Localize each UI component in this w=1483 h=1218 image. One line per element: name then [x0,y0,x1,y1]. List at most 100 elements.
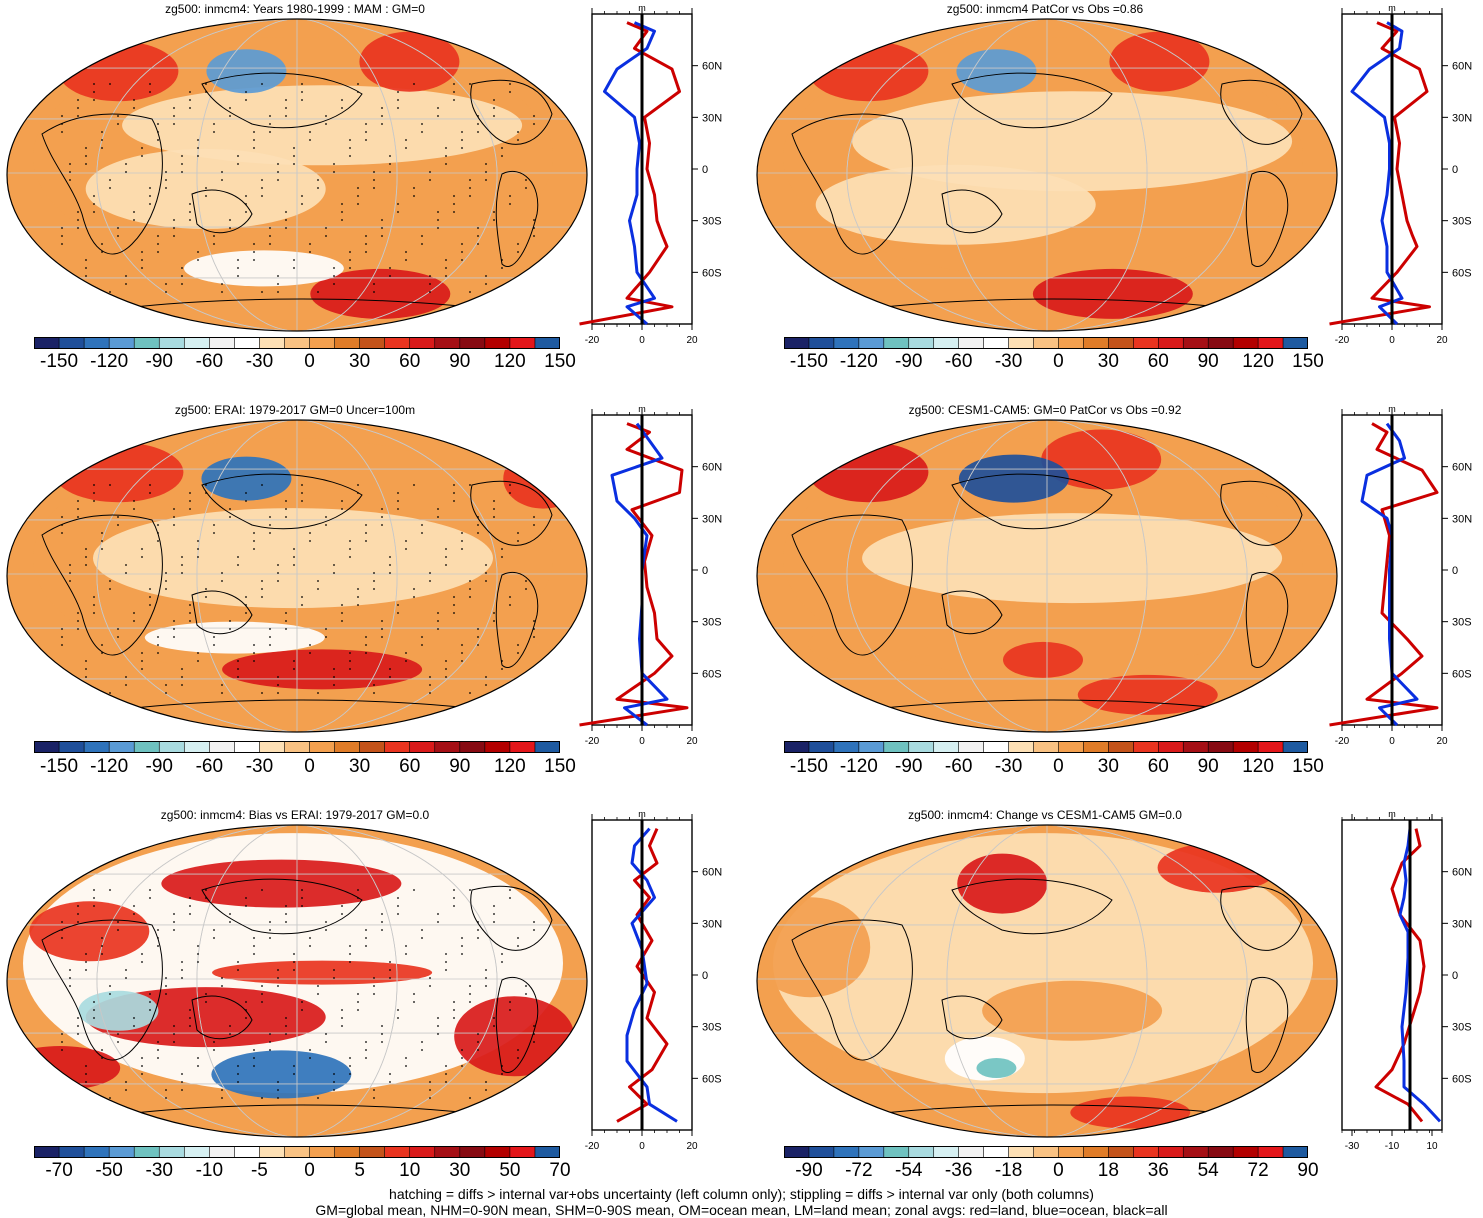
stipple-dot [381,123,383,125]
stipple-dot [485,1089,487,1091]
anomaly-region [808,442,928,502]
stipple-dot [301,99,303,101]
stipple-dot [429,291,431,293]
profile-x-tick-label: 0 [639,736,645,747]
stipple-dot [85,676,87,678]
stipple-dot [157,636,159,638]
stipple-dot [493,99,495,101]
stipple-dot [277,1081,279,1083]
stipple-dot [221,977,223,979]
profile-x-tick-label: -20 [585,1141,600,1152]
stipple-dot [357,492,359,494]
stipple-dot [181,1081,183,1083]
stipple-dot [461,937,463,939]
stipple-dot [157,644,159,646]
stipple-dot [125,572,127,574]
stipple-dot [285,620,287,622]
stipple-dot [221,1097,223,1099]
stipple-dot [157,1041,159,1043]
stipple-dot [333,275,335,277]
profile-x-tick-label: -20 [585,335,600,346]
stipple-dot [237,676,239,678]
stipple-dot [381,1033,383,1035]
colorbar-swatch [159,741,184,753]
colorbar-swatch [959,337,984,349]
stipple-dot [245,1001,247,1003]
stipple-dot [485,283,487,285]
profile-lat-label: 30N [702,112,722,124]
stipple-dot [413,83,415,85]
colorbar-swatch [1083,1146,1108,1158]
stipple-dot [181,283,183,285]
stipple-dot [173,227,175,229]
stipple-dot [373,993,375,995]
stipple-dot [205,897,207,899]
colorbar-swatch [460,1146,485,1158]
stipple-dot [357,203,359,205]
colorbar-tick-label: -60 [945,756,972,778]
stipple-dot [165,291,167,293]
stipple-dot [285,516,287,518]
stipple-dot [229,115,231,117]
stipple-dot [117,636,119,638]
stipple-dot [237,155,239,157]
profile-x-tick-label: -10 [1385,1141,1400,1152]
stipple-dot [141,1065,143,1067]
stipple-dot [501,961,503,963]
colorbar-tick-label: 150 [1292,756,1324,778]
colorbar-swatch [360,1146,385,1158]
stipple-dot [397,508,399,510]
stipple-dot [85,564,87,566]
stipple-dot [85,961,87,963]
colorbar-swatch [1183,1146,1208,1158]
stipple-dot [453,83,455,85]
colorbar-tick-label: -120 [90,756,128,778]
stipple-dot [349,660,351,662]
stipple-dot [437,628,439,630]
colorbar-swatch [984,1146,1009,1158]
profile-lat-label: 30N [1452,513,1472,525]
stipple-dot [485,275,487,277]
colorbar-swatch [959,741,984,753]
stipple-dot [301,596,303,598]
stipple-dot [469,692,471,694]
stipple-dot [509,889,511,891]
stipple-dot [173,628,175,630]
stipple-dot [373,692,375,694]
stipple-dot [109,985,111,987]
stipple-dot [437,612,439,614]
stipple-dot [285,99,287,101]
colorbar-tick-label: -150 [40,756,78,778]
stipple-dot [245,99,247,101]
stipple-dot [317,692,319,694]
stipple-dot [533,235,535,237]
stipple-dot [85,556,87,558]
stipple-dot [309,131,311,133]
stipple-dot [493,1017,495,1019]
land-zonal-mean-line [1376,829,1424,1122]
stipple-dot [445,548,447,550]
stipple-dot [109,692,111,694]
stipple-dot [413,195,415,197]
colorbar-swatch [1183,741,1208,753]
stipple-dot [237,1065,239,1067]
stipple-dot [277,684,279,686]
stipple-dot [509,596,511,598]
colorbar-swatch [1108,741,1133,753]
stipple-dot [461,660,463,662]
stipple-dot [461,251,463,253]
profile-x-tick-label: 0 [639,335,645,346]
stipple-dot [405,259,407,261]
stipple-dot [477,636,479,638]
stipple-dot [389,267,391,269]
stipple-dot [341,604,343,606]
anomaly-region [976,1058,1016,1078]
stipple-dot [429,283,431,285]
stipple-dot [293,1073,295,1075]
stipple-dot [437,620,439,622]
stipple-dot [421,123,423,125]
stipple-dot [533,620,535,622]
stipple-dot [189,604,191,606]
stipple-dot [517,937,519,939]
